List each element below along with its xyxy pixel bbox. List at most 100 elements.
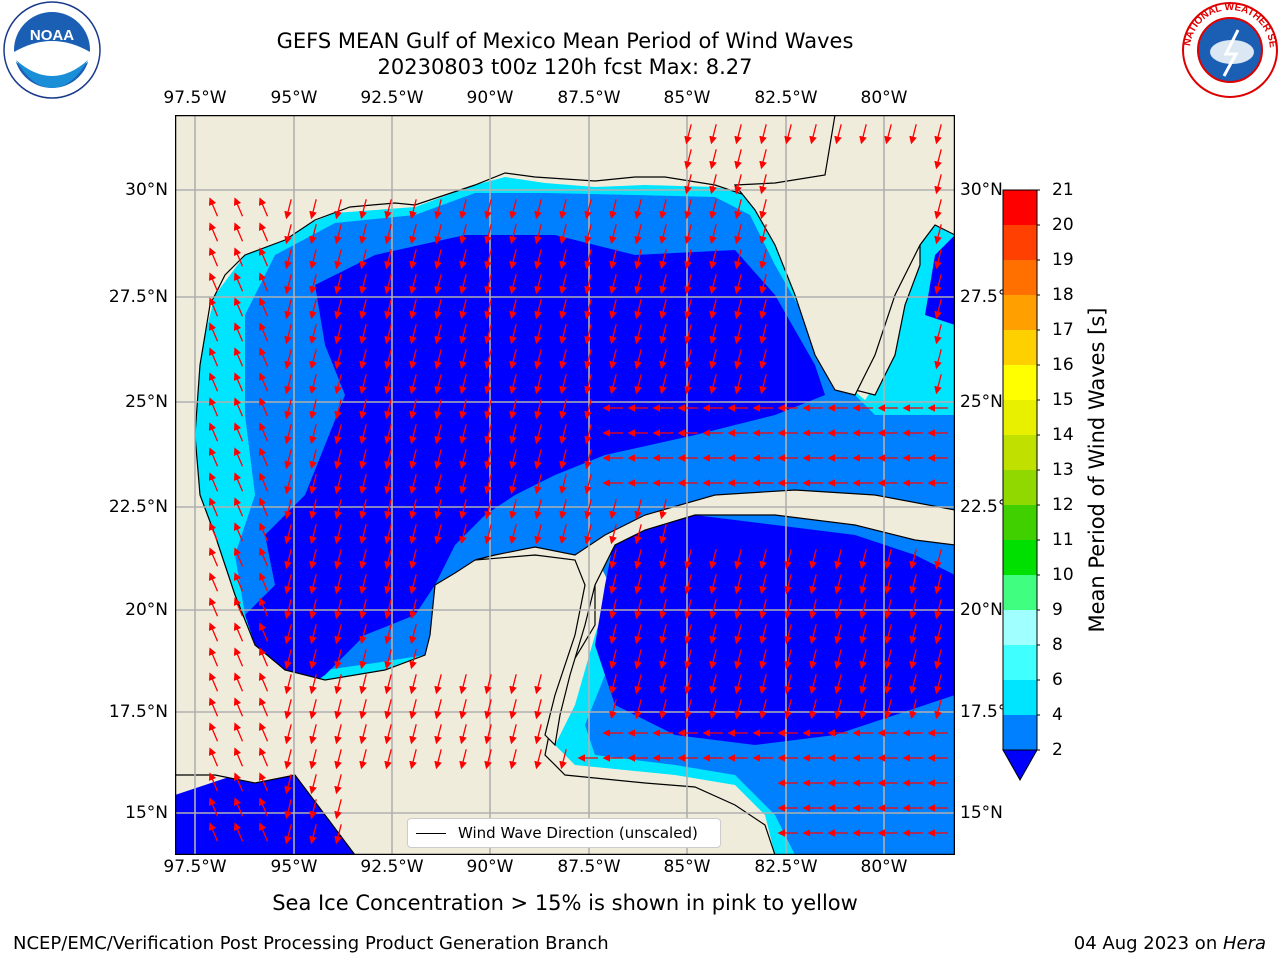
wind-wave-arrow xyxy=(434,224,442,245)
wind-wave-arrow xyxy=(284,224,292,245)
wind-wave-arrow xyxy=(709,174,717,195)
wind-wave-arrow xyxy=(784,699,792,720)
wind-wave-arrow xyxy=(258,247,269,267)
wind-wave-arrow xyxy=(759,224,767,245)
wind-wave-arrow xyxy=(284,474,292,495)
wind-wave-arrow xyxy=(284,599,292,620)
wind-wave-arrow xyxy=(709,699,717,720)
wind-wave-arrow xyxy=(258,222,269,242)
wind-wave-arrow xyxy=(459,274,467,295)
wind-wave-arrow xyxy=(834,549,842,570)
wind-wave-arrow xyxy=(584,224,592,245)
wind-wave-arrow xyxy=(409,549,417,570)
wind-wave-arrow xyxy=(634,624,642,645)
wind-wave-arrow xyxy=(884,624,892,645)
top-lon-label: 82.5°W xyxy=(754,88,818,108)
wind-wave-arrow xyxy=(934,624,942,645)
wind-wave-arrow xyxy=(659,249,667,270)
right-lat-label: 30°N xyxy=(960,180,1003,200)
wind-wave-arrow xyxy=(309,549,317,570)
wind-wave-arrow xyxy=(208,247,219,267)
wind-wave-arrow xyxy=(409,624,417,645)
wind-wave-arrow xyxy=(359,574,367,595)
wind-wave-arrow xyxy=(434,274,442,295)
wind-wave-arrow xyxy=(258,622,269,642)
wind-wave-arrow xyxy=(634,524,642,545)
wind-wave-arrow xyxy=(334,274,342,295)
colorbar-label: Mean Period of Wind Waves [s] xyxy=(1085,307,1109,633)
wind-wave-arrow xyxy=(709,574,717,595)
wind-wave-arrow xyxy=(784,599,792,620)
wind-wave-arrow xyxy=(559,249,567,270)
wind-wave-arrow xyxy=(409,374,417,395)
wind-wave-arrow xyxy=(934,349,942,370)
wind-wave-arrow xyxy=(233,247,244,267)
wind-wave-arrow xyxy=(709,149,717,170)
wind-wave-arrow xyxy=(334,399,342,420)
wind-wave-arrow xyxy=(659,674,667,695)
wind-wave-arrow xyxy=(659,574,667,595)
colorbar-tick-label: 4 xyxy=(1052,705,1063,725)
colorbar-band xyxy=(1003,540,1037,575)
wind-wave-arrow xyxy=(759,649,767,670)
wind-wave-arrow xyxy=(384,249,392,270)
wind-wave-arrow xyxy=(208,597,219,617)
wind-wave-arrow xyxy=(834,124,842,145)
chart-subtitle: 20230803 t00z 120h fcst Max: 8.27 xyxy=(377,55,753,79)
wind-wave-arrow xyxy=(384,749,392,770)
wind-wave-arrow xyxy=(584,374,592,395)
wind-wave-arrow xyxy=(384,349,392,370)
wind-wave-arrow xyxy=(208,497,219,517)
wind-wave-arrow xyxy=(884,124,892,145)
wind-wave-arrow xyxy=(784,624,792,645)
wind-wave-arrow xyxy=(659,699,667,720)
wind-wave-arrow xyxy=(609,699,617,720)
wind-wave-arrow xyxy=(734,324,742,345)
wind-wave-arrow xyxy=(233,672,244,692)
wind-wave-arrow xyxy=(859,649,867,670)
colorbar-band xyxy=(1003,225,1037,260)
wind-wave-arrow xyxy=(334,374,342,395)
wind-wave-arrow xyxy=(334,624,342,645)
noaa-logo: NOAA xyxy=(2,0,102,104)
wind-wave-arrow xyxy=(459,199,467,220)
wind-wave-arrow xyxy=(884,599,892,620)
wind-wave-arrow xyxy=(909,624,917,645)
florida-land xyxy=(733,115,955,396)
footer-host: Hera xyxy=(1222,933,1266,954)
sea-ice-note: Sea Ice Concentration > 15% is shown in … xyxy=(272,891,858,915)
legend-label: Wind Wave Direction (unscaled) xyxy=(458,824,698,842)
wind-wave-arrow xyxy=(584,199,592,220)
map-legend: Wind Wave Direction (unscaled) xyxy=(407,818,721,848)
wind-wave-arrow xyxy=(434,424,442,445)
wind-wave-arrow xyxy=(859,624,867,645)
wind-wave-arrow xyxy=(759,349,767,370)
wind-wave-arrow xyxy=(484,274,492,295)
wind-wave-arrow xyxy=(309,574,317,595)
wind-wave-arrow xyxy=(684,174,692,195)
wind-wave-arrow xyxy=(634,224,642,245)
wind-wave-arrow xyxy=(359,324,367,345)
wind-wave-arrow xyxy=(684,299,692,320)
wind-wave-arrow xyxy=(258,797,269,817)
wind-wave-arrow xyxy=(384,299,392,320)
top-lon-label: 90°W xyxy=(466,88,514,108)
wind-wave-arrow xyxy=(459,374,467,395)
wind-wave-arrow xyxy=(759,699,767,720)
left-lat-label: 27.5°N xyxy=(108,287,168,307)
wind-wave-arrow xyxy=(208,297,219,317)
colorbar-band xyxy=(1003,260,1037,295)
wind-wave-arrow xyxy=(659,649,667,670)
wind-wave-arrow xyxy=(309,224,317,245)
wind-wave-arrow xyxy=(559,749,567,770)
wind-wave-arrow xyxy=(584,249,592,270)
wind-wave-arrow xyxy=(759,674,767,695)
wind-wave-arrow xyxy=(359,749,367,770)
wind-wave-arrow xyxy=(309,524,317,545)
wind-wave-arrow xyxy=(609,499,617,520)
wind-wave-arrow xyxy=(233,772,244,792)
wind-wave-arrow xyxy=(233,222,244,242)
wind-wave-arrow xyxy=(584,399,592,420)
wind-wave-arrow xyxy=(359,374,367,395)
wind-wave-arrow xyxy=(208,422,219,442)
